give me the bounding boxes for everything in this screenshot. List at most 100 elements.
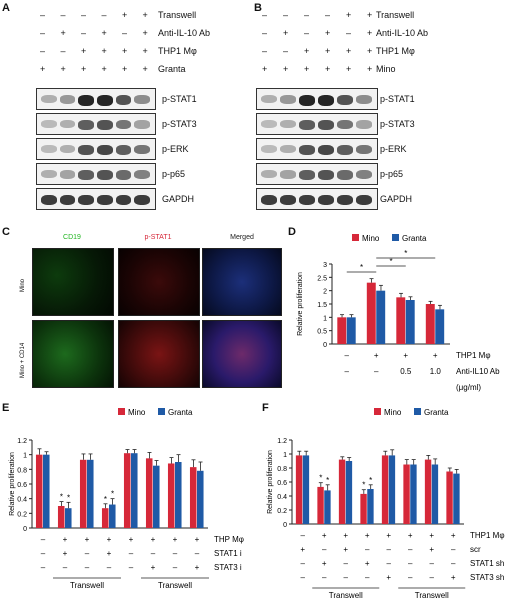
significance-star: * [362, 481, 365, 490]
bar-granta [131, 453, 138, 528]
condition-label: Anti-IL-10 Ab [158, 28, 211, 38]
blot-label: p-ERK [162, 144, 189, 154]
condition-sign: + [451, 531, 456, 540]
condition-sign: + [325, 28, 331, 38]
blot-strip [36, 163, 156, 185]
blot-band [41, 95, 57, 104]
condition-sign: + [386, 573, 391, 582]
image-mino-cd14-pstat1 [118, 320, 200, 388]
blot-band [41, 145, 57, 154]
bar-granta [153, 465, 160, 528]
condition-sign: + [63, 535, 68, 544]
blot-band [280, 145, 296, 154]
condition-sign: – [408, 559, 413, 568]
blot-band [337, 95, 353, 105]
condition-sign: + [343, 531, 348, 540]
condition-sign: 1.0 [430, 367, 442, 376]
condition-label: scr [470, 545, 481, 554]
condition-sign: + [451, 573, 456, 582]
condition-sign: – [101, 10, 107, 20]
bar-mino [403, 464, 410, 524]
image-mino-cd14-cd19 [32, 320, 114, 388]
condition-sign: + [101, 28, 107, 38]
bar-mino [79, 459, 87, 528]
blot-band [356, 195, 372, 206]
image-mino-cd14-merged [202, 320, 282, 388]
condition-sign: 0.5 [400, 367, 412, 376]
legend-label: Mino [128, 408, 146, 417]
bar-mino [167, 463, 175, 528]
blot-band [41, 195, 57, 206]
y-axis-label: Relative proliferation [297, 272, 304, 336]
panel-e-label: E [2, 402, 10, 414]
bar-mino [295, 455, 303, 524]
condition-sign: – [365, 573, 370, 582]
blot-band [356, 120, 372, 129]
blot-band [356, 145, 372, 155]
blot-label: p-STAT1 [380, 94, 415, 104]
condition-label: STAT1 sh [470, 559, 504, 568]
blot-band [261, 170, 277, 179]
blot-band [97, 120, 113, 130]
blot-strip [256, 138, 378, 160]
bar-granta [453, 473, 460, 524]
bar-granta [302, 455, 310, 524]
significance-star: * [104, 495, 107, 504]
condition-sign: + [142, 10, 148, 20]
y-tick-label: 0.8 [277, 466, 287, 473]
blot-band [59, 120, 76, 129]
condition-sign: – [195, 549, 200, 558]
condition-sign: + [367, 64, 373, 74]
condition-sign: – [325, 10, 331, 20]
condition-label: Mino [376, 64, 396, 74]
condition-sign: – [41, 535, 46, 544]
condition-sign: + [142, 28, 148, 38]
blot-band [41, 120, 57, 129]
condition-sign: + [346, 64, 352, 74]
y-tick-label: 0 [23, 526, 27, 533]
condition-sign: – [344, 559, 349, 568]
y-axis-label: Relative proliferation [9, 452, 16, 516]
blot-label: p-STAT1 [162, 94, 197, 104]
condition-label: Anti-IL10 Ab [456, 367, 500, 376]
significance-star: * [111, 490, 114, 499]
panel-c-label: C [2, 226, 10, 238]
significance-star: * [60, 493, 63, 502]
condition-sign: – [346, 28, 352, 38]
condition-sign: – [301, 559, 306, 568]
blot-label: p-STAT3 [380, 119, 415, 129]
blot-band [299, 120, 315, 130]
condition-sign: – [173, 549, 178, 558]
condition-sign: + [429, 531, 434, 540]
legend-swatch [392, 234, 399, 241]
blot-strip [256, 88, 378, 110]
condition-sign: – [451, 545, 456, 554]
y-tick-label: 1 [283, 452, 287, 459]
condition-label: THP1 Mφ [376, 46, 415, 56]
blot-strip [36, 188, 156, 210]
condition-label: THP Mφ [214, 535, 244, 544]
condition-sign: – [262, 28, 268, 38]
condition-sign: + [367, 46, 373, 56]
condition-sign: – [322, 573, 327, 582]
panel-c-microscopy: CD19 p-STAT1 Merged Mino Mino + CD14 [0, 226, 282, 391]
condition-sign: – [387, 545, 392, 554]
condition-sign: + [40, 64, 46, 74]
condition-sign: + [151, 563, 156, 572]
condition-label: Transwell [158, 10, 197, 20]
condition-sign: – [304, 10, 310, 20]
significance-star: * [404, 249, 407, 258]
condition-sign: + [122, 64, 128, 74]
condition-label: THP1 Mφ [456, 351, 491, 360]
row-label-mino-cd14: Mino + CD14 [20, 342, 26, 378]
blot-band [261, 120, 277, 129]
significance-star: * [326, 476, 329, 485]
panel-b-western-blot: – – – – + + Transwell – + – + – + Anti-IL-10 Ab – – + + + +… [252, 0, 520, 215]
blot-band [115, 170, 132, 180]
condition-sign: – [430, 559, 435, 568]
blot-band [261, 95, 277, 104]
condition-sign: + [408, 531, 413, 540]
bar-mino [360, 493, 367, 524]
condition-sign: – [85, 563, 90, 572]
bar-mino [338, 459, 346, 524]
